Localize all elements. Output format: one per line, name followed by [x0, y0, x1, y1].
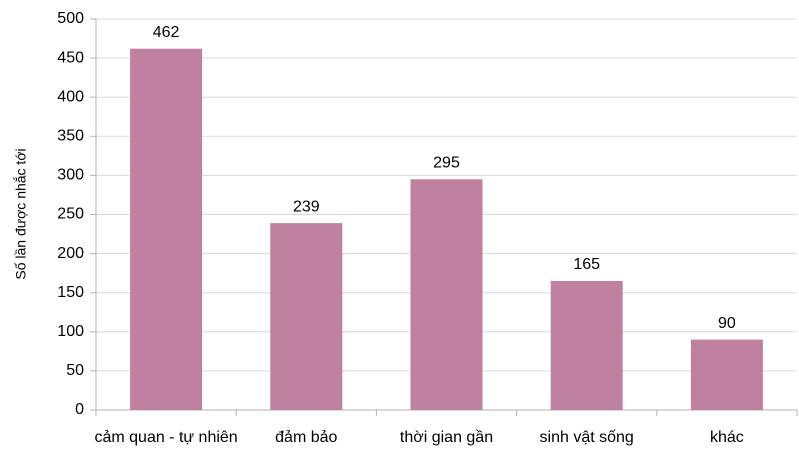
x-tick-label: đảm bảo — [275, 429, 337, 446]
data-label: 165 — [573, 256, 600, 273]
data-label: 90 — [718, 315, 736, 332]
y-tick-label: 250 — [57, 206, 84, 223]
y-tick-label: 50 — [66, 362, 84, 379]
y-tick-label: 450 — [57, 49, 84, 66]
y-tick-label: 100 — [57, 323, 84, 340]
x-tick-label: thời gian gần — [400, 429, 493, 446]
bar — [690, 339, 763, 410]
x-tick-label: sinh vật sống — [540, 429, 634, 446]
y-tick-label: 0 — [75, 401, 84, 418]
bar — [270, 223, 343, 410]
y-tick-label: 300 — [57, 167, 84, 184]
y-tick-label: 200 — [57, 245, 84, 262]
bar — [550, 280, 623, 410]
y-tick-label: 400 — [57, 88, 84, 105]
data-label: 239 — [293, 198, 320, 215]
bar — [410, 179, 483, 410]
x-tick-label: khác — [710, 429, 744, 446]
x-tick-label: cảm quan - tự nhiên — [94, 429, 237, 446]
data-label: 295 — [433, 155, 460, 172]
y-axis-label: Số lần được nhắc tới — [13, 148, 29, 279]
y-tick-label: 500 — [57, 10, 84, 27]
y-tick-label: 150 — [57, 284, 84, 301]
data-label: 462 — [153, 24, 180, 41]
y-tick-label: 350 — [57, 128, 84, 145]
bar — [130, 48, 203, 410]
